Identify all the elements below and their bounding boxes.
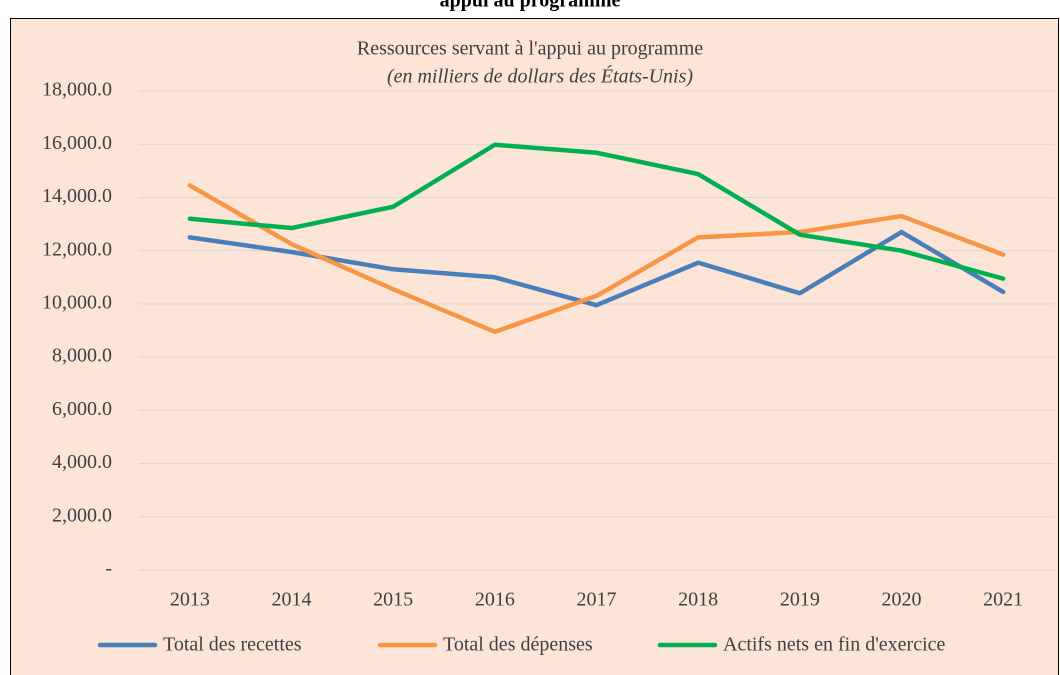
x-tick-label: 2018	[678, 589, 718, 611]
y-tick-label: -	[105, 558, 112, 580]
page-heading: appui au programme	[440, 0, 621, 12]
y-tick-label: 6,000.0	[52, 398, 112, 420]
legend-label: Actifs nets en fin d'exercice	[723, 634, 946, 656]
y-tick-label: 16,000.0	[42, 132, 112, 154]
x-tick-label: 2019	[780, 589, 820, 611]
x-tick-label: 2021	[983, 589, 1023, 611]
chart-area	[10, 18, 1059, 675]
y-tick-label: 4,000.0	[52, 451, 112, 473]
x-tick-label: 2015	[373, 589, 413, 611]
y-tick-label: 10,000.0	[42, 291, 112, 313]
y-tick-label: 14,000.0	[42, 185, 112, 207]
y-tick-label: 12,000.0	[42, 238, 112, 260]
legend-label: Total des recettes	[163, 634, 302, 656]
y-tick-label: 8,000.0	[52, 345, 112, 367]
chart-subtitle: (en milliers de dollars des États-Unis)	[387, 65, 693, 88]
legend-label: Total des dépenses	[443, 634, 593, 656]
x-tick-label: 2017	[577, 589, 617, 611]
line-series	[187, 142, 1006, 281]
chart-title: Ressources servant à l'appui au programm…	[357, 38, 703, 60]
x-tick-label: 2016	[475, 589, 515, 611]
x-tick-label: 2013	[170, 589, 210, 611]
x-tick-label: 2014	[272, 589, 312, 611]
line-series	[187, 183, 1006, 335]
y-tick-label: 18,000.0	[42, 79, 112, 101]
y-tick-label: 2,000.0	[52, 504, 112, 526]
x-tick-label: 2020	[882, 589, 922, 611]
